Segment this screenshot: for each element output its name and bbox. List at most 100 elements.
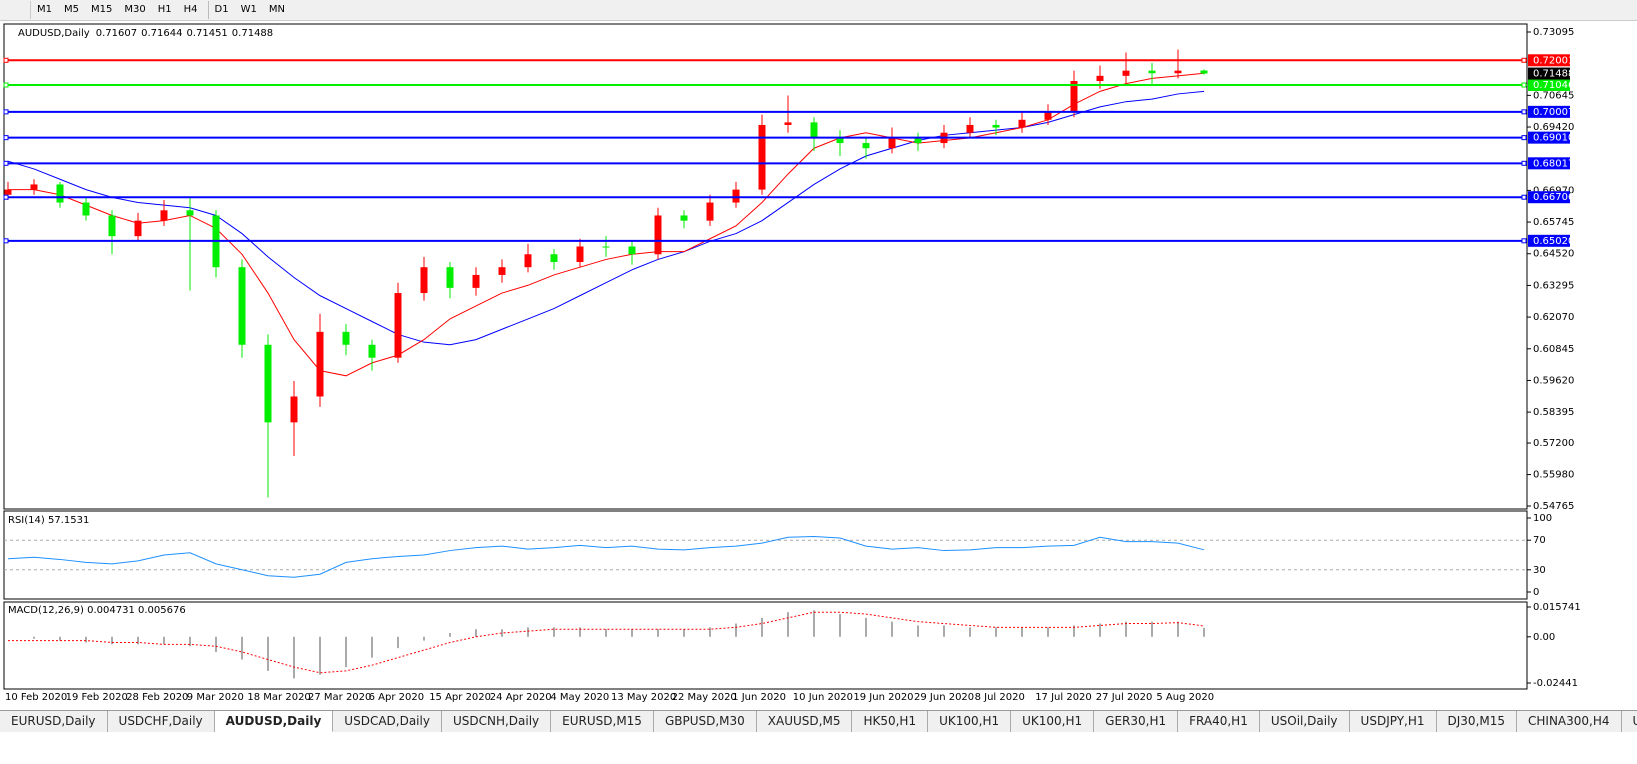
macd-frame [3, 601, 1528, 690]
candle-body [1018, 119, 1026, 128]
chart: AUDUSD,Daily 0.71607 0.71644 0.71451 0.71488… [3, 23, 1581, 703]
level-handle [1521, 238, 1527, 244]
date-label: 17 Jul 2020 [1035, 692, 1092, 703]
chart-tab[interactable]: EURUSD,M15 [551, 711, 654, 732]
candle-body [810, 122, 818, 138]
current-price-box [1528, 67, 1570, 80]
date-label: 18 Mar 2020 [247, 692, 310, 703]
timeframe-button[interactable]: MN [268, 4, 285, 15]
candle-body [550, 254, 558, 263]
level-handle [1521, 82, 1527, 88]
chart-tab[interactable]: GBPUSD,M30 [654, 711, 757, 732]
price-tick-label: 0.57200 [1533, 438, 1574, 449]
candle-body [160, 210, 168, 221]
chart-tab[interactable]: AUDUSD,Daily [214, 711, 334, 732]
candle-body [394, 293, 402, 358]
macd-label: MACD(12,26,9) 0.004731 0.005676 [8, 605, 186, 616]
chart-tab[interactable]: DJ30,M15 [1437, 711, 1518, 732]
timeframe-button[interactable]: M15 [91, 4, 113, 15]
chart-tab[interactable]: UK100,H1 [1011, 711, 1095, 732]
date-label: 15 Apr 2020 [429, 692, 491, 703]
moving-average [8, 72, 1205, 377]
chart-tab[interactable]: EURUSD,Daily [0, 711, 108, 732]
price-tick-label: 0.66970 [1533, 185, 1574, 196]
chart-tab[interactable]: XAUUSD,M5 [757, 711, 853, 732]
level-handle [3, 194, 9, 200]
chart-tab[interactable]: UK100,H1 [928, 711, 1012, 732]
candle-body [186, 210, 194, 216]
chart-tab[interactable]: USOil,Daily [1260, 711, 1350, 732]
chart-tab[interactable]: USOil,H1 [1622, 711, 1637, 732]
candle-body [498, 267, 506, 275]
price-tick-label: 0.70645 [1533, 90, 1574, 101]
date-label: 28 Feb 2020 [126, 692, 188, 703]
level-handle [3, 82, 9, 88]
level-handle [1521, 160, 1527, 166]
price-tick-label: 0.55980 [1533, 470, 1574, 481]
timeframe-button[interactable]: M5 [64, 4, 79, 15]
price-tick-label: 0.69420 [1533, 122, 1574, 133]
level-label: 0.68017 [1533, 158, 1574, 169]
timeframes: M1 M5 M15 M30 H1 H4 D1 W1 MN [31, 1, 291, 19]
chart-tab[interactable]: USDJPY,H1 [1350, 711, 1437, 732]
chart-tab[interactable]: FRA40,H1 [1178, 711, 1260, 732]
date-label: 1 Jun 2020 [732, 692, 786, 703]
level-label-box [1528, 191, 1570, 204]
date-label: 10 Feb 2020 [5, 692, 67, 703]
timeframe-button[interactable]: M1 [37, 4, 52, 15]
price-tick-label: 0.58395 [1533, 407, 1574, 418]
candle-body [1096, 75, 1104, 82]
timeframe-button[interactable]: M30 [124, 4, 146, 15]
candle-body [576, 246, 584, 263]
level-label: 0.65020 [1533, 236, 1574, 247]
candle-body [888, 137, 896, 149]
date-label: 8 Jul 2020 [975, 692, 1025, 703]
rsi-frame [3, 510, 1528, 600]
level-handle [1521, 135, 1527, 141]
timeframe-button[interactable]: D1 [207, 1, 235, 19]
level-label-box [1528, 105, 1570, 118]
candle-body [524, 254, 532, 268]
candle-body [966, 124, 974, 133]
candle-body [420, 267, 428, 294]
chart-tab[interactable]: GER30,H1 [1094, 711, 1179, 732]
candle-body [732, 189, 740, 203]
timeframe-button[interactable]: H1 [157, 4, 172, 15]
timeframe-button[interactable]: W1 [240, 4, 257, 15]
level-handle [3, 109, 9, 115]
rsi-tick-label: 30 [1533, 565, 1546, 576]
candle-body [368, 344, 376, 358]
level-label-box [1528, 78, 1570, 91]
candle-body [238, 267, 246, 345]
price-tick-label: 0.54765 [1533, 501, 1574, 512]
candle-body [1044, 112, 1052, 120]
date-label: 6 Apr 2020 [369, 692, 424, 703]
low: 0.71451 [186, 28, 227, 39]
open: 0.71607 [96, 28, 137, 39]
candle-body [342, 331, 350, 345]
chart-tab[interactable]: USDCHF,Daily [108, 711, 215, 732]
chart-tab[interactable]: HK50,H1 [852, 711, 929, 732]
level-handle [1521, 194, 1527, 200]
date-label: 4 May 2020 [550, 692, 609, 703]
chart-tabs: EURUSD,Daily USDCHF,Daily AUDUSD,Daily USDC… [0, 710, 1637, 732]
level-label: 0.72001 [1533, 55, 1574, 66]
date-label: 19 Jun 2020 [853, 692, 913, 703]
date-label: 9 Mar 2020 [187, 692, 244, 703]
draw-tool[interactable] [0, 1, 31, 19]
chart-tab[interactable]: CHINA300,H4 [1517, 711, 1622, 732]
price-tick-label: 0.73095 [1533, 27, 1574, 38]
candle-body [1148, 70, 1156, 74]
candle-body [134, 220, 142, 237]
chart-tab[interactable]: USDCAD,Daily [333, 711, 442, 732]
level-handle [1521, 109, 1527, 115]
price-tick-label: 0.60845 [1533, 344, 1574, 355]
level-handle [3, 160, 9, 166]
candle-body [316, 331, 324, 397]
price-tick-label: 0.62070 [1533, 312, 1574, 323]
date-label: 22 May 2020 [672, 692, 737, 703]
candle-body [1200, 70, 1208, 74]
level-label-box [1528, 157, 1570, 170]
timeframe-button[interactable]: H4 [183, 4, 198, 15]
chart-tab[interactable]: USDCNH,Daily [442, 711, 552, 732]
